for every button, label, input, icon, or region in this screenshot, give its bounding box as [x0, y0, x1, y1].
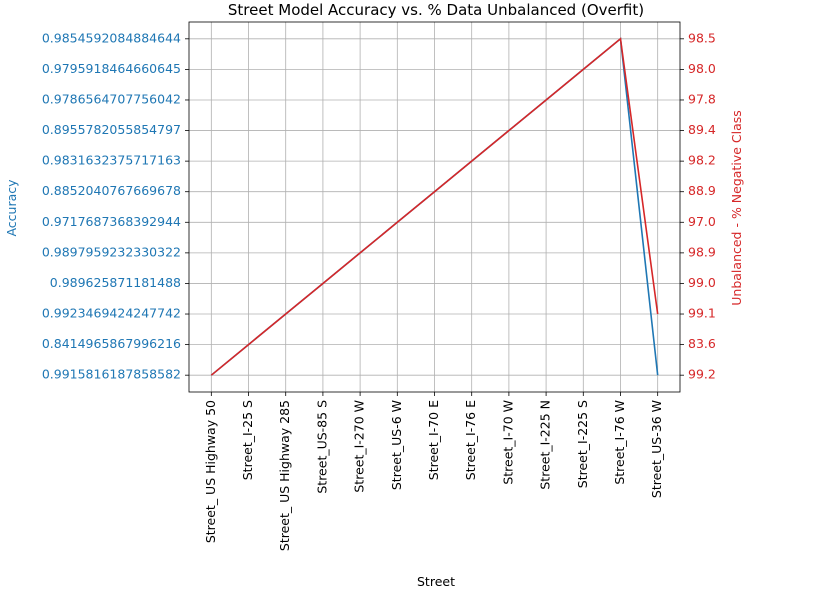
x-tick-label: Street_I-25 S — [240, 400, 255, 480]
y2-tick-label: 98.9 — [688, 244, 716, 259]
data-line — [210, 37, 659, 376]
y-tick-label: 0.989625871181488 — [50, 275, 181, 290]
x-tick-label: Street_I-270 W — [352, 400, 367, 493]
x-tick-label: Street_US-36 W — [649, 400, 664, 498]
y-tick-label: 0.9854592084884644 — [42, 30, 181, 45]
y2-tick-label: 98.0 — [688, 61, 716, 76]
x-tick-label: Street_I-76 E — [463, 400, 478, 480]
x-tick-label: Street_I-76 W — [612, 400, 627, 485]
x-axis-label: Street — [417, 574, 455, 589]
y-tick-label: 0.9717687368392944 — [42, 214, 181, 229]
y-tick-label: 0.9897959232330322 — [42, 244, 181, 259]
y2-tick-label: 88.9 — [688, 183, 716, 198]
y2-tick-label: 83.6 — [688, 336, 716, 351]
x-tick-label: Street_ US Highway 50 — [203, 400, 218, 543]
y2-tick-label: 99.0 — [688, 275, 716, 290]
plot-frame — [188, 21, 681, 393]
y-tick-label: 0.9915816187858582 — [42, 367, 181, 382]
x-tick-label: Street_I-70 W — [500, 400, 515, 485]
y2-tick-label: 97.8 — [688, 91, 716, 106]
x-tick-label: Street_US-85 S — [314, 400, 329, 494]
y-axis-label: Accuracy — [4, 179, 19, 237]
x-tick-label: Street_I-225 N — [538, 400, 553, 490]
y2-tick-label: 89.4 — [688, 122, 716, 137]
y-tick-label: 0.8852040767669678 — [42, 183, 181, 198]
x-tick-label: Street_I-70 E — [426, 400, 441, 480]
y2-axis-label: Unbalanced - % Negative Class — [729, 110, 744, 305]
y-tick-label: 0.9923469424247742 — [42, 306, 181, 321]
y2-tick-label: 98.2 — [688, 153, 716, 168]
y-tick-label: 0.9831632375717163 — [42, 153, 181, 168]
y-tick-label: 0.8414965867996216 — [42, 336, 181, 351]
y-tick-label: 0.9795918464660645 — [42, 61, 181, 76]
y2-tick-label: 98.5 — [688, 30, 716, 45]
x-tick-label: Street_US-6 W — [389, 400, 404, 490]
y2-tick-label: 97.0 — [688, 214, 716, 229]
x-tick-label: Street_ US Highway 285 — [277, 400, 292, 551]
y-tick-label: 0.8955782055854797 — [42, 122, 181, 137]
x-tick-label: Street_I-225 S — [575, 400, 590, 488]
y-tick-label: 0.9786564707756042 — [42, 91, 181, 106]
chart-title: Street Model Accuracy vs. % Data Unbalan… — [228, 1, 644, 19]
y2-tick-label: 99.2 — [688, 367, 716, 382]
y2-tick-label: 99.1 — [688, 306, 716, 321]
